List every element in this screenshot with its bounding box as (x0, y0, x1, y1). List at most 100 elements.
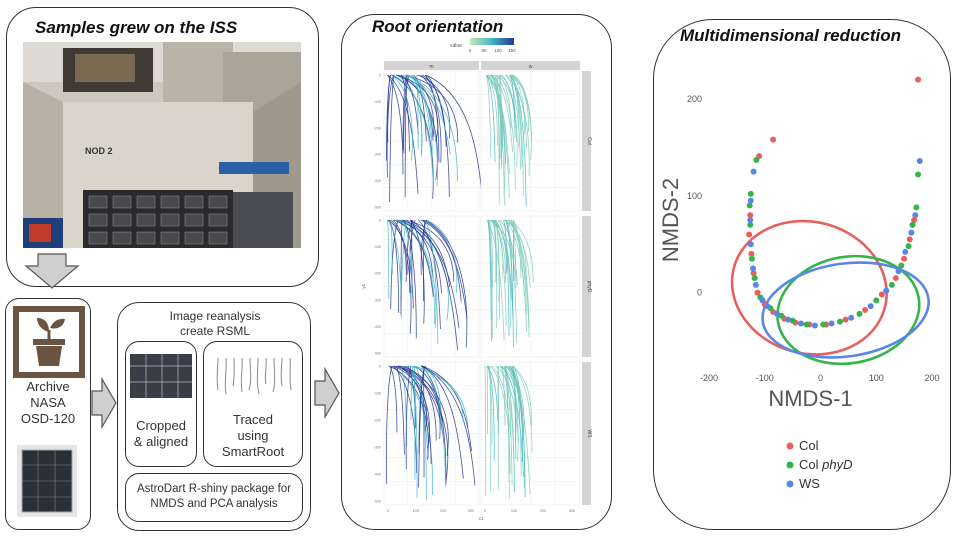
root-trace (486, 74, 492, 158)
x-tick-label: 0 (387, 509, 389, 513)
root-trace (387, 74, 391, 143)
data-point (752, 281, 759, 288)
root-trace (494, 219, 512, 301)
root-trace (418, 219, 441, 330)
root-trace (386, 219, 402, 299)
data-point (842, 316, 849, 323)
root-trace (511, 365, 533, 453)
root-trace (487, 74, 506, 196)
plant-pot-icon (13, 306, 85, 378)
facet-row-label: phyD (586, 281, 592, 293)
x-tick-label: 100 (511, 509, 517, 513)
y-axis-label: NMDS-2 (658, 178, 683, 262)
x-tick-label: 300 (569, 509, 575, 513)
data-point (883, 287, 890, 294)
legend-marker (786, 442, 794, 450)
data-point (913, 204, 920, 211)
y-tick-label: -300 (374, 298, 381, 302)
data-point (754, 289, 761, 296)
cropped-plate-image (130, 354, 192, 398)
traced-box: Traced using SmartRoot (203, 341, 303, 467)
data-point (902, 248, 909, 255)
data-point (803, 321, 810, 328)
legend-tick: 50 (481, 48, 487, 53)
nmds-panel-title: Multidimensional reduction (680, 26, 902, 45)
root-trace (410, 219, 459, 351)
root-trace (488, 219, 493, 339)
root-trace (492, 219, 498, 285)
data-point (750, 168, 757, 175)
cropped-line: Cropped (136, 418, 186, 433)
root-trace (420, 365, 476, 486)
data-point (898, 262, 905, 269)
traced-line: Traced (233, 412, 273, 427)
root-trace (501, 74, 518, 167)
data-point (797, 320, 804, 327)
root-trace (496, 219, 501, 320)
root-trace (498, 74, 512, 129)
root-trace (402, 74, 438, 187)
data-point (828, 320, 835, 327)
y-tick-label: -400 (374, 179, 381, 183)
archive-line: Archive (26, 379, 70, 394)
y-tick-label: 200 (687, 94, 702, 104)
facet-row-strip (582, 71, 591, 211)
legend-tick: 0 (469, 48, 472, 53)
root-trace (416, 74, 419, 150)
legend-label: Col (799, 438, 819, 453)
root-trace (410, 219, 425, 324)
data-point (906, 236, 913, 243)
data-point (759, 297, 766, 304)
legend-marker (786, 480, 794, 488)
data-point (888, 281, 895, 288)
y-tick-label: -200 (374, 419, 381, 423)
root-trace (486, 74, 496, 163)
root-trace (402, 219, 451, 287)
legend-label-part: phyD (821, 457, 852, 472)
legend-marker (786, 461, 794, 469)
root-trace (393, 219, 434, 297)
root-trace (407, 74, 431, 138)
data-point (747, 217, 754, 223)
root-trace (501, 365, 524, 478)
root-trace (487, 365, 493, 446)
y-tick-label: 0 (379, 365, 381, 369)
root-trace (417, 74, 451, 139)
root-trace (510, 74, 525, 135)
archive-line: OSD-120 (20, 411, 76, 426)
y-tick-label: -300 (374, 153, 381, 157)
root-trace (487, 219, 492, 341)
data-point (811, 322, 818, 329)
data-point (746, 231, 753, 238)
nmds-panel: Multidimensional reduction -200 -100 0 100 2… (653, 19, 951, 530)
y-tick-label: -400 (374, 325, 381, 329)
data-point (878, 291, 885, 298)
y-axis-label: -y1 (361, 283, 366, 290)
y-tick-label: -300 (374, 446, 381, 450)
y-tick-label: -500 (374, 206, 381, 210)
root-trace (386, 365, 393, 485)
root-trace (504, 219, 527, 332)
astrodart-line: AstroDart R-shiny package for (136, 483, 292, 495)
root-trace (405, 219, 455, 282)
iss-panel: Samples grew on the ISS NOD 2 (6, 7, 319, 287)
x-tick-label: 200 (440, 509, 446, 513)
legend-colorbar (470, 38, 514, 45)
root-trace (509, 74, 516, 129)
root-trace (503, 219, 510, 337)
reanalysis-title-line: Image reanalysis (169, 309, 261, 323)
confidence-ellipse (730, 219, 888, 356)
root-trace (505, 219, 518, 343)
root-trace (499, 365, 515, 493)
archive-line: NASA (30, 395, 66, 410)
data-point (747, 212, 754, 219)
root-trace (400, 219, 403, 315)
root-trace (402, 74, 408, 150)
root-trace (425, 219, 458, 294)
root-trace (404, 74, 408, 198)
root-trace (404, 74, 451, 155)
data-point (856, 310, 863, 317)
archive-panel: Archive NASA OSD-120 (5, 298, 91, 530)
data-point (862, 307, 869, 313)
root-trace (506, 365, 525, 438)
